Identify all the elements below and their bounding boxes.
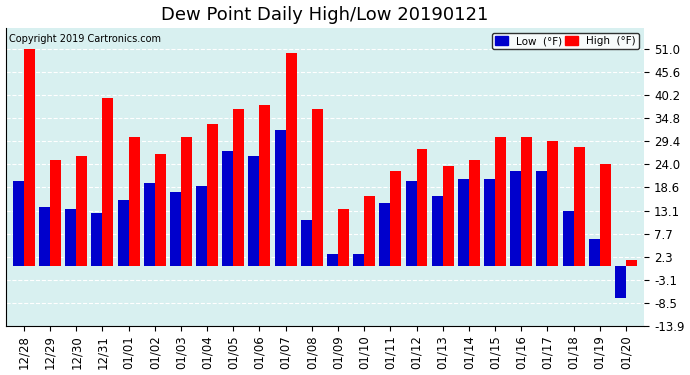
Bar [364, 196, 375, 267]
Bar [286, 54, 297, 267]
Bar [155, 154, 166, 267]
Bar [275, 130, 286, 267]
Bar [510, 171, 521, 267]
Bar [353, 254, 364, 267]
Bar [458, 179, 469, 267]
Bar [222, 152, 233, 267]
Bar [248, 156, 259, 267]
Bar [495, 136, 506, 267]
Bar [562, 211, 573, 267]
Bar [484, 179, 495, 267]
Bar [102, 98, 113, 267]
Bar [432, 196, 443, 267]
Bar [144, 183, 155, 267]
Bar [338, 209, 349, 267]
Bar [170, 192, 181, 267]
Bar [615, 267, 626, 298]
Bar [626, 260, 637, 267]
Bar [312, 109, 323, 267]
Bar [406, 181, 417, 267]
Bar [547, 141, 558, 267]
Bar [380, 202, 391, 267]
Bar [76, 156, 87, 267]
Bar [91, 213, 102, 267]
Bar [391, 171, 402, 267]
Bar [417, 149, 428, 267]
Bar [66, 209, 76, 267]
Legend: Low  (°F), High  (°F): Low (°F), High (°F) [492, 33, 639, 50]
Bar [128, 136, 139, 267]
Bar [327, 254, 338, 267]
Bar [600, 164, 611, 267]
Title: Dew Point Daily High/Low 20190121: Dew Point Daily High/Low 20190121 [161, 6, 489, 24]
Bar [521, 136, 532, 267]
Bar [24, 49, 35, 267]
Bar [117, 201, 128, 267]
Bar [469, 160, 480, 267]
Bar [301, 220, 312, 267]
Text: Copyright 2019 Cartronics.com: Copyright 2019 Cartronics.com [9, 34, 161, 44]
Bar [589, 239, 600, 267]
Bar [233, 109, 244, 267]
Bar [536, 171, 547, 267]
Bar [259, 105, 270, 267]
Bar [196, 186, 207, 267]
Bar [39, 207, 50, 267]
Bar [13, 181, 24, 267]
Bar [181, 136, 192, 267]
Bar [573, 147, 584, 267]
Bar [50, 160, 61, 267]
Bar [443, 166, 453, 267]
Bar [207, 124, 218, 267]
